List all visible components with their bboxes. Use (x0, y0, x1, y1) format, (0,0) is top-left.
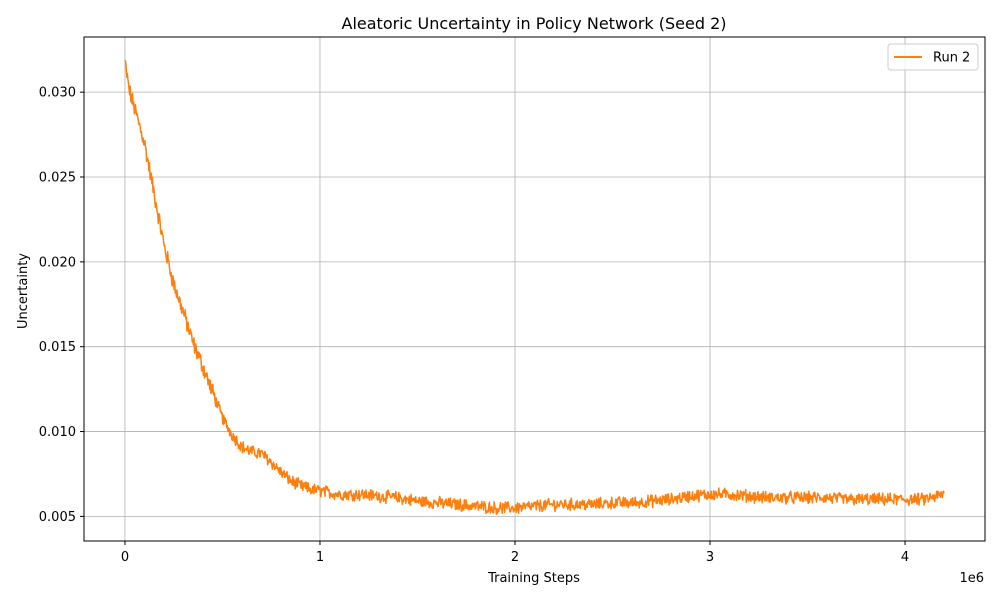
legend: Run 2 (887, 43, 979, 71)
series-line-run-2 (124, 59, 945, 515)
legend-label-run-2: Run 2 (933, 51, 970, 66)
x-tick-label: 3 (706, 550, 714, 565)
series-layer (124, 59, 945, 515)
y-tick-label: 0.005 (39, 510, 76, 525)
y-axis-title: Uncertainty (16, 253, 31, 329)
y-tick-label: 0.030 (39, 86, 76, 101)
grid (84, 37, 985, 541)
x-axis-offset-label: 1e6 (959, 571, 984, 586)
ticks: 0 1 2 3 4 0.005 0.010 0.015 0.020 0.025 0.030 (39, 86, 909, 565)
chart-title: Aleatoric Uncertainty in Policy Network … (342, 14, 727, 33)
plot-frame (83, 36, 986, 542)
x-tick-label: 2 (511, 550, 519, 565)
x-tick-label: 4 (901, 550, 909, 565)
y-tick-label: 0.020 (39, 255, 76, 270)
x-tick-label: 1 (316, 550, 324, 565)
y-tick-label: 0.025 (39, 171, 76, 186)
legend-box (887, 43, 979, 71)
y-tick-label: 0.010 (39, 425, 76, 440)
x-tick-label: 0 (121, 550, 129, 565)
x-axis-title: Training Steps (487, 571, 580, 586)
y-tick-label: 0.015 (39, 340, 76, 355)
